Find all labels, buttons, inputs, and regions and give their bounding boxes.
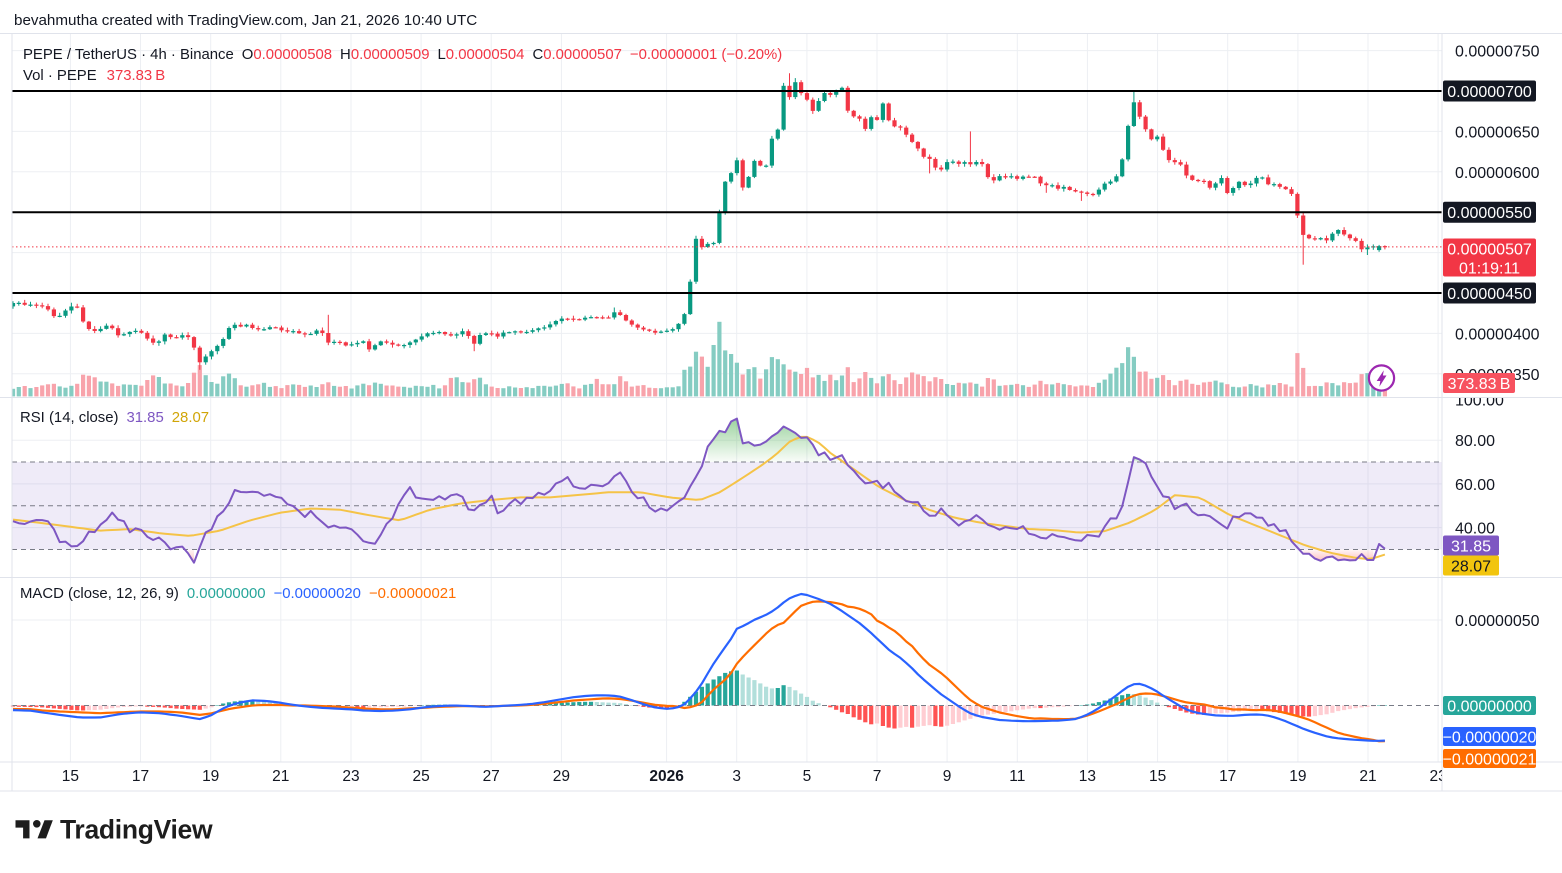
svg-text:0.00000050: 0.00000050 xyxy=(1455,613,1540,630)
svg-text:0.00000507: 0.00000507 xyxy=(1447,242,1532,259)
svg-text:2026: 2026 xyxy=(649,768,684,785)
svg-text:0.00000700: 0.00000700 xyxy=(1447,84,1532,101)
svg-text:23: 23 xyxy=(342,768,359,785)
svg-text:17: 17 xyxy=(1219,768,1236,785)
svg-text:17: 17 xyxy=(132,768,149,785)
svg-text:5: 5 xyxy=(803,768,812,785)
svg-text:373.83 B: 373.83 B xyxy=(1448,376,1511,393)
svg-text:21: 21 xyxy=(1359,768,1376,785)
svg-text:28.07: 28.07 xyxy=(1451,559,1491,576)
svg-text:TradingView: TradingView xyxy=(60,815,213,845)
svg-text:−0.00000020: −0.00000020 xyxy=(1443,730,1537,747)
svg-text:bevahmutha created with Tradin: bevahmutha created with TradingView.com,… xyxy=(14,12,477,29)
svg-text:19: 19 xyxy=(202,768,219,785)
svg-text:29: 29 xyxy=(553,768,570,785)
svg-text:0.00000000: 0.00000000 xyxy=(1447,699,1532,716)
svg-text:7: 7 xyxy=(873,768,882,785)
svg-text:0.00000400: 0.00000400 xyxy=(1455,326,1540,343)
svg-text:80.00: 80.00 xyxy=(1455,433,1495,450)
svg-text:27: 27 xyxy=(483,768,500,785)
svg-text:3: 3 xyxy=(732,768,741,785)
svg-text:21: 21 xyxy=(272,768,289,785)
svg-text:01:19:11: 01:19:11 xyxy=(1459,261,1520,278)
svg-text:15: 15 xyxy=(62,768,79,785)
svg-text:MACD (close, 12, 26, 9)0.00000: MACD (close, 12, 26, 9) 0.00000000 −0.0000… xyxy=(20,586,456,602)
svg-text:PEPE / TetherUS · 4h · Binance: PEPE / TetherUS · 4h · Binance O0.0000050… xyxy=(23,47,782,63)
svg-text:0.00000550: 0.00000550 xyxy=(1447,205,1532,222)
svg-text:0.00000750: 0.00000750 xyxy=(1455,44,1540,61)
svg-text:25: 25 xyxy=(412,768,429,785)
svg-text:19: 19 xyxy=(1289,768,1306,785)
svg-text:0.00000600: 0.00000600 xyxy=(1455,165,1540,182)
svg-text:13: 13 xyxy=(1079,768,1096,785)
svg-text:60.00: 60.00 xyxy=(1455,477,1495,494)
svg-text:23: 23 xyxy=(1429,768,1446,785)
svg-text:−0.00000021: −0.00000021 xyxy=(1443,752,1537,769)
svg-text:100.00: 100.00 xyxy=(1455,393,1504,410)
svg-text:0.00000450: 0.00000450 xyxy=(1447,286,1532,303)
svg-text:11: 11 xyxy=(1009,768,1025,785)
svg-text:40.00: 40.00 xyxy=(1455,521,1495,538)
svg-text:15: 15 xyxy=(1149,768,1166,785)
svg-text:0.00000650: 0.00000650 xyxy=(1455,124,1540,141)
svg-text:31.85: 31.85 xyxy=(1451,539,1491,556)
svg-text:9: 9 xyxy=(943,768,952,785)
